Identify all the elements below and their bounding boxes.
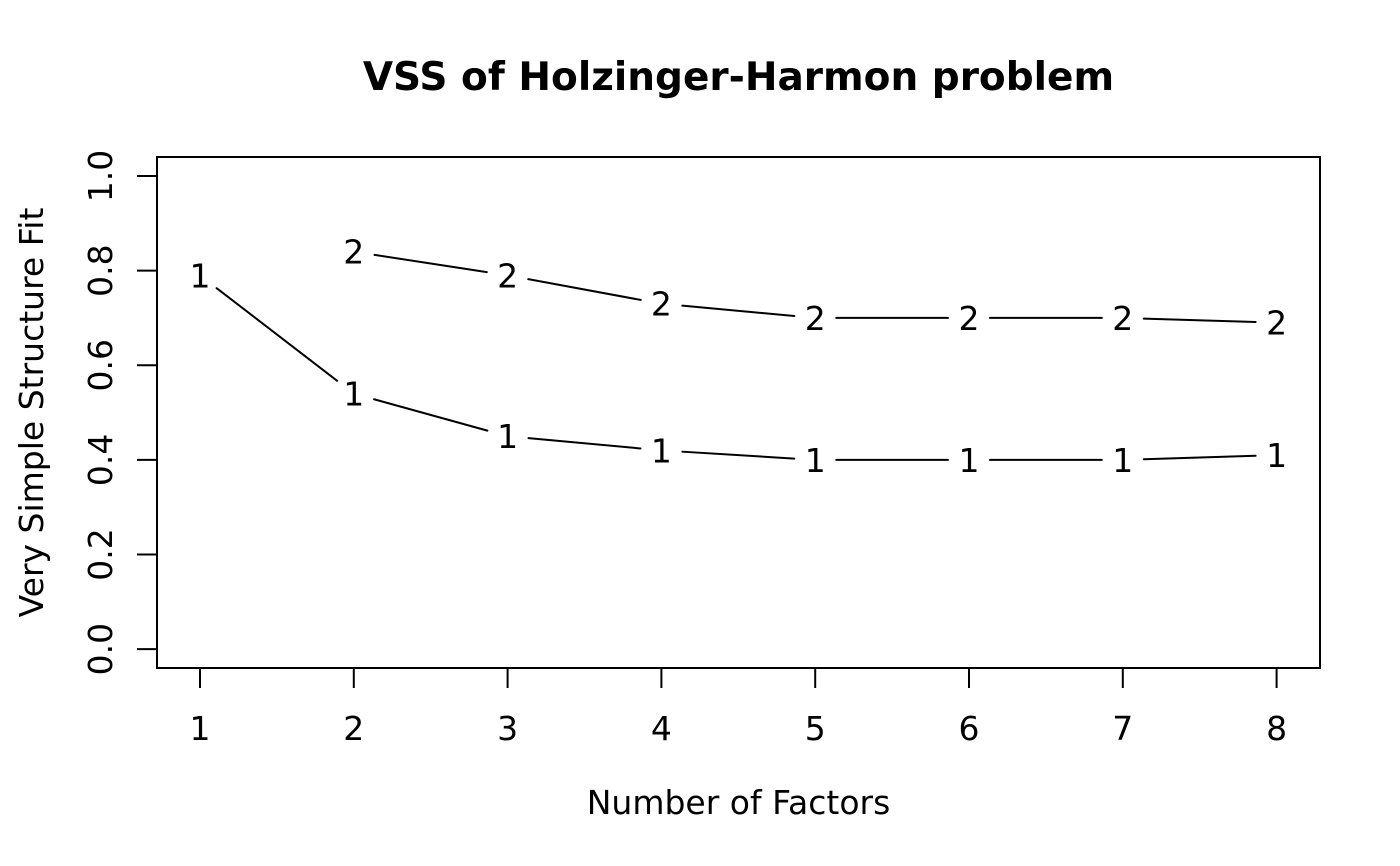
point-marker-vss-complexity-2: 2	[805, 299, 826, 338]
x-tick-label: 1	[190, 709, 211, 748]
point-marker-vss-complexity-2: 2	[497, 256, 518, 295]
point-marker-vss-complexity-1: 1	[805, 441, 826, 480]
x-tick-label: 8	[1266, 709, 1287, 748]
point-marker-vss-complexity-2: 2	[343, 233, 364, 272]
line-segment-vss-complexity-1	[681, 450, 796, 460]
point-marker-vss-complexity-2: 2	[1266, 304, 1287, 343]
y-tick-label: 0.0	[81, 623, 120, 675]
x-tick-label: 2	[343, 709, 364, 748]
y-tick-label: 0.4	[81, 434, 120, 486]
y-axis-title: Very Simple Structure Fit	[12, 208, 51, 618]
line-segment-vss-complexity-1	[373, 398, 489, 432]
x-tick-label: 6	[959, 709, 980, 748]
point-marker-vss-complexity-1: 1	[1266, 436, 1287, 475]
point-marker-vss-complexity-1: 1	[190, 256, 211, 295]
line-segment-vss-complexity-2	[527, 278, 642, 301]
line-segment-vss-complexity-2	[681, 304, 796, 318]
x-tick-label: 4	[651, 709, 672, 748]
point-marker-vss-complexity-1: 1	[343, 375, 364, 414]
y-tick-label: 0.8	[81, 244, 120, 296]
y-tick-label: 0.6	[81, 339, 120, 391]
line-segment-vss-complexity-1	[527, 437, 642, 450]
line-segment-vss-complexity-2	[373, 253, 488, 274]
x-tick-label: 3	[497, 709, 518, 748]
line-segment-vss-complexity-2	[1142, 317, 1257, 324]
point-marker-vss-complexity-2: 2	[1112, 299, 1133, 338]
point-marker-vss-complexity-2: 2	[959, 299, 980, 338]
x-axis-title: Number of Factors	[587, 783, 891, 822]
plot-border	[156, 156, 1321, 669]
point-marker-vss-complexity-1: 1	[1112, 441, 1133, 480]
y-tick-label: 1.0	[81, 150, 120, 202]
point-marker-vss-complexity-1: 1	[959, 441, 980, 480]
point-marker-vss-complexity-1: 1	[497, 417, 518, 456]
chart-title: VSS of Holzinger-Harmon problem	[363, 55, 1114, 100]
point-marker-vss-complexity-2: 2	[651, 285, 672, 324]
line-segment-vss-complexity-1	[1142, 454, 1257, 461]
data-series: 1 1 1 1 1 1 1 1 2 2 2 2 2 2 2	[190, 233, 1288, 480]
x-tick-label: 5	[805, 709, 826, 748]
line-segment-vss-complexity-1	[215, 287, 339, 382]
axes: 0.0 0.2 0.4 0.6 0.8 1.0 1 2 3 4 5 6 7 8	[81, 150, 1287, 748]
plot-area	[156, 156, 1321, 669]
x-tick-label: 7	[1112, 709, 1133, 748]
y-tick-label: 0.2	[81, 528, 120, 580]
point-marker-vss-complexity-1: 1	[651, 431, 672, 470]
